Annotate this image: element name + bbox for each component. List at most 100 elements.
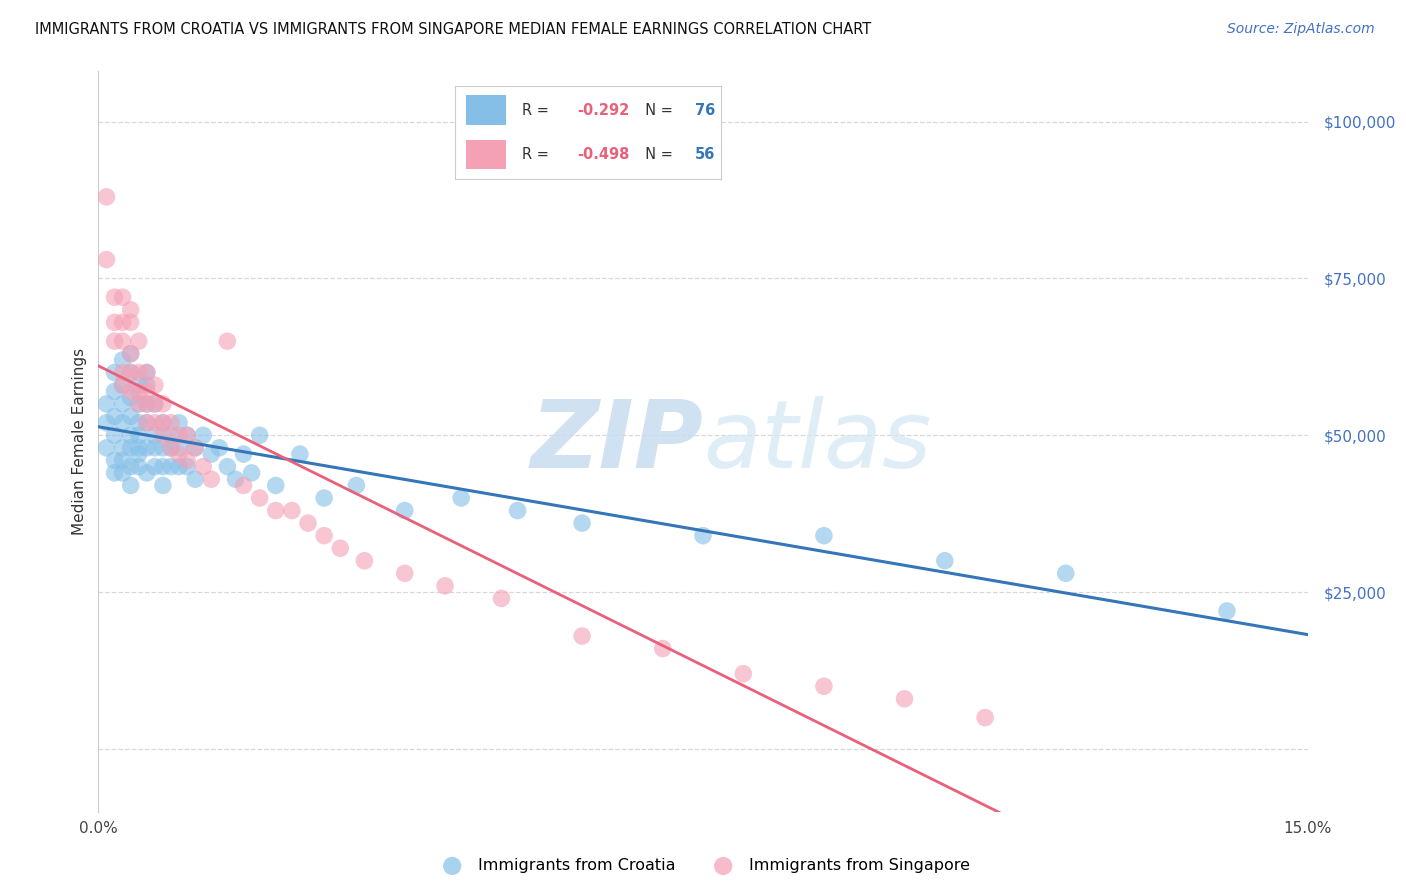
Point: [184, 441, 207, 455]
Point: [152, 416, 174, 430]
Text: ZIP: ZIP: [530, 395, 703, 488]
Point: [934, 554, 956, 568]
Point: [143, 428, 166, 442]
Point: [160, 441, 183, 455]
Legend: Immigrants from Croatia, Immigrants from Singapore: Immigrants from Croatia, Immigrants from…: [430, 852, 976, 880]
Point: [103, 290, 125, 304]
Point: [96, 416, 118, 430]
Point: [128, 459, 150, 474]
Point: [571, 516, 593, 530]
Point: [96, 441, 118, 455]
Point: [450, 491, 472, 505]
Point: [120, 347, 142, 361]
Point: [344, 478, 367, 492]
Point: [249, 491, 271, 505]
Point: [1054, 566, 1077, 581]
Point: [143, 441, 166, 455]
Point: [135, 416, 157, 430]
Point: [120, 384, 142, 399]
Point: [128, 378, 150, 392]
Point: [111, 366, 134, 380]
Point: [160, 441, 183, 455]
Point: [1216, 604, 1239, 618]
Point: [217, 459, 239, 474]
Point: [160, 459, 183, 474]
Point: [111, 466, 134, 480]
Point: [974, 710, 997, 724]
Point: [733, 666, 755, 681]
Point: [288, 447, 311, 461]
Point: [111, 441, 134, 455]
Point: [103, 453, 125, 467]
Point: [893, 691, 915, 706]
Point: [506, 503, 529, 517]
Point: [128, 366, 150, 380]
Point: [200, 472, 222, 486]
Point: [813, 679, 835, 693]
Point: [200, 447, 222, 461]
Point: [143, 459, 166, 474]
Point: [135, 378, 157, 392]
Point: [111, 290, 134, 304]
Point: [152, 397, 174, 411]
Point: [232, 478, 254, 492]
Point: [120, 459, 142, 474]
Point: [135, 397, 157, 411]
Y-axis label: Median Female Earnings: Median Female Earnings: [72, 348, 87, 535]
Point: [152, 416, 174, 430]
Point: [103, 466, 125, 480]
Point: [103, 334, 125, 348]
Point: [193, 428, 215, 442]
Point: [128, 397, 150, 411]
Point: [152, 428, 174, 442]
Point: [264, 503, 287, 517]
Point: [240, 466, 263, 480]
Point: [111, 378, 134, 392]
Point: [314, 529, 336, 543]
Point: [128, 447, 150, 461]
Point: [128, 384, 150, 399]
Point: [111, 334, 134, 348]
Point: [143, 416, 166, 430]
Point: [120, 366, 142, 380]
Point: [394, 566, 416, 581]
Point: [111, 315, 134, 329]
Point: [176, 428, 198, 442]
Point: [264, 478, 287, 492]
Point: [111, 378, 134, 392]
Point: [135, 366, 157, 380]
Point: [143, 397, 166, 411]
Point: [571, 629, 593, 643]
Text: Source: ZipAtlas.com: Source: ZipAtlas.com: [1227, 22, 1375, 37]
Point: [176, 428, 198, 442]
Point: [232, 447, 254, 461]
Point: [120, 315, 142, 329]
Point: [184, 441, 207, 455]
Point: [135, 384, 157, 399]
Point: [394, 503, 416, 517]
Point: [120, 391, 142, 405]
Point: [120, 302, 142, 317]
Point: [120, 478, 142, 492]
Point: [353, 554, 375, 568]
Point: [297, 516, 319, 530]
Text: IMMIGRANTS FROM CROATIA VS IMMIGRANTS FROM SINGAPORE MEDIAN FEMALE EARNINGS CORR: IMMIGRANTS FROM CROATIA VS IMMIGRANTS FR…: [35, 22, 872, 37]
Point: [314, 491, 336, 505]
Point: [651, 641, 673, 656]
Point: [128, 428, 150, 442]
Point: [152, 459, 174, 474]
Point: [111, 397, 134, 411]
Point: [128, 397, 150, 411]
Point: [128, 416, 150, 430]
Point: [167, 459, 190, 474]
Point: [103, 409, 125, 424]
Point: [111, 416, 134, 430]
Point: [167, 416, 190, 430]
Point: [103, 384, 125, 399]
Point: [224, 472, 246, 486]
Point: [160, 416, 183, 430]
Point: [281, 503, 304, 517]
Point: [329, 541, 352, 556]
Point: [120, 347, 142, 361]
Point: [96, 397, 118, 411]
